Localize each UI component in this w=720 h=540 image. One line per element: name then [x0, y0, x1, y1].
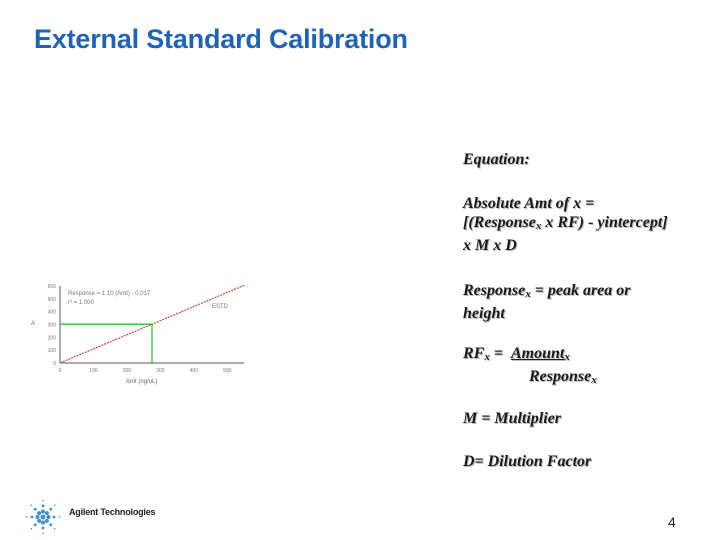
regression-equation-label: Response = 1.10 (Amt) - 0.017	[68, 291, 151, 297]
absolute-amount-line1: Absolute Amt of x =	[463, 195, 595, 212]
dilution-definition: D= Dilution Factor	[463, 453, 592, 470]
series-label: ESTD	[212, 304, 229, 310]
y-tick-label: 300	[48, 323, 57, 329]
y-axis-label: A	[31, 321, 35, 327]
y-tick-label: 100	[48, 348, 57, 354]
x-tick-label: 0	[59, 368, 62, 374]
y-tick-label: 200	[48, 335, 57, 341]
slide-title: External Standard Calibration	[34, 24, 408, 54]
agilent-spark-icon	[25, 499, 61, 535]
calibration-line	[59, 284, 245, 364]
y-tick-label: 500	[48, 297, 57, 303]
absolute-amount-line2: [(Responsex x RF) - yintercept]	[463, 214, 668, 232]
y-tick-label: 0	[53, 361, 56, 367]
x-axis-label: Amt (ng/uL)	[126, 379, 157, 385]
page-number: 4	[668, 514, 676, 530]
response-definition: Responsex = peak area or height	[463, 282, 631, 322]
x-tick-label: 100	[89, 368, 98, 374]
r-squared-label: r² = 1.000	[68, 300, 95, 306]
absolute-amount-line3: x M x D	[463, 237, 517, 254]
x-tick-label: 200	[123, 368, 132, 374]
y-tick-label: 400	[48, 310, 57, 316]
rf-definition: RFx = Amountx Responsex	[463, 344, 713, 390]
rf-numerator: Amountx	[510, 345, 570, 363]
rf-denominator: Responsex	[529, 368, 597, 386]
y-tick-label: 600	[48, 284, 57, 290]
company-logo-text: Agilent Technologies	[69, 507, 156, 517]
calibration-chart: 0 100 200 300 400 500 600 0 100 200 300 400 500 A A…	[31, 284, 245, 385]
equation-heading: Equation:	[463, 151, 530, 168]
absolute-amount-formula: Absolute Amt of x = [(Responsex x RF) - …	[463, 194, 713, 255]
multiplier-definition: M = Multiplier	[463, 410, 562, 427]
x-tick-label: 400	[190, 368, 199, 374]
x-tick-label: 500	[223, 368, 232, 374]
x-tick-label: 300	[156, 368, 165, 374]
x-tick-labels: 0 100 200 300 400 500	[59, 368, 232, 374]
y-tick-labels: 0 100 200 300 400 500 600	[48, 284, 57, 367]
